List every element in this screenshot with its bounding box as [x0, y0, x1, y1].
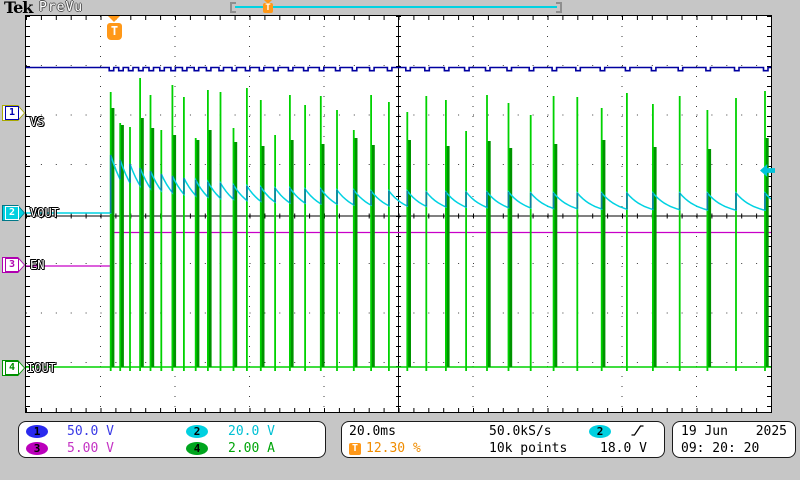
- ch2-label: VOUT: [30, 206, 59, 220]
- trigger-flag-t-icon: T: [107, 23, 122, 40]
- ch1-label: VS: [30, 115, 45, 129]
- horizontal-trigger-readout-box: 20.0ms 50.0kS/s 2 T 12.30 % 10k points 1…: [341, 421, 665, 458]
- ch4-badge: 4: [186, 442, 208, 455]
- ch3-marker-digit: 3: [5, 258, 20, 272]
- waveform-plot: [26, 16, 771, 412]
- ch4-marker-digit: 4: [5, 361, 20, 375]
- graticule: T VS VOUT EN IOUT: [25, 15, 775, 413]
- ch1-badge: 1: [26, 425, 48, 438]
- ch4-scale: 2.00 A: [228, 441, 275, 456]
- date-day: 19 Jun: [681, 424, 728, 439]
- channel-scale-readout-box: 1 50.0 V 2 20.0 V 3 5.00 V 4 2.00 A: [18, 421, 326, 458]
- ch1-scale: 50.0 V: [67, 424, 114, 439]
- trigger-source-badge: 2: [589, 425, 611, 438]
- ch1-position-marker[interactable]: 1: [2, 105, 25, 121]
- trigger-caret-icon: [264, 0, 272, 4]
- acquisition-preview-bar[interactable]: T: [230, 0, 562, 13]
- ch3-badge: 3: [26, 442, 48, 455]
- record-trigger-position-marker[interactable]: T: [262, 0, 274, 13]
- trigger-position-flag[interactable]: T: [107, 16, 122, 44]
- ch1-marker-digit: 1: [5, 106, 20, 120]
- timebase-readout: 20.0ms: [349, 424, 396, 439]
- ch4-label: IOUT: [27, 361, 56, 375]
- record-bracket-right: [556, 2, 562, 13]
- ch2-marker-digit: 2: [5, 206, 20, 220]
- acquisition-mode-label: PreVu: [39, 0, 84, 15]
- record-waveform-line: [235, 6, 557, 8]
- trigger-slope-icon: [631, 424, 644, 441]
- date-year: 2025: [755, 424, 787, 439]
- record-length-readout: 10k points: [489, 441, 568, 456]
- trigger-flag-caret-icon: [108, 16, 120, 22]
- record-bracket-left: [230, 2, 236, 13]
- time-readout: 09: 20: 20: [681, 441, 760, 456]
- ch3-position-marker[interactable]: 3: [2, 257, 25, 273]
- trigger-t-icon: T: [263, 3, 273, 13]
- trigger-position-t-icon: T: [349, 442, 361, 455]
- trigger-position-readout: 12.30 %: [366, 441, 421, 456]
- ch2-position-marker[interactable]: 2: [2, 205, 25, 221]
- trigger-level-readout: 18.0 V: [600, 441, 647, 456]
- datetime-box: 19 Jun 2025 09: 20: 20: [672, 421, 796, 458]
- ch4-position-marker[interactable]: 4: [2, 360, 25, 376]
- ch3-scale: 5.00 V: [67, 441, 114, 456]
- ch2-scale: 20.0 V: [228, 424, 275, 439]
- ch3-label: EN: [30, 258, 45, 272]
- tek-logo: Tek: [4, 0, 33, 17]
- ch2-badge: 2: [186, 425, 208, 438]
- sample-rate-readout: 50.0kS/s: [489, 424, 552, 439]
